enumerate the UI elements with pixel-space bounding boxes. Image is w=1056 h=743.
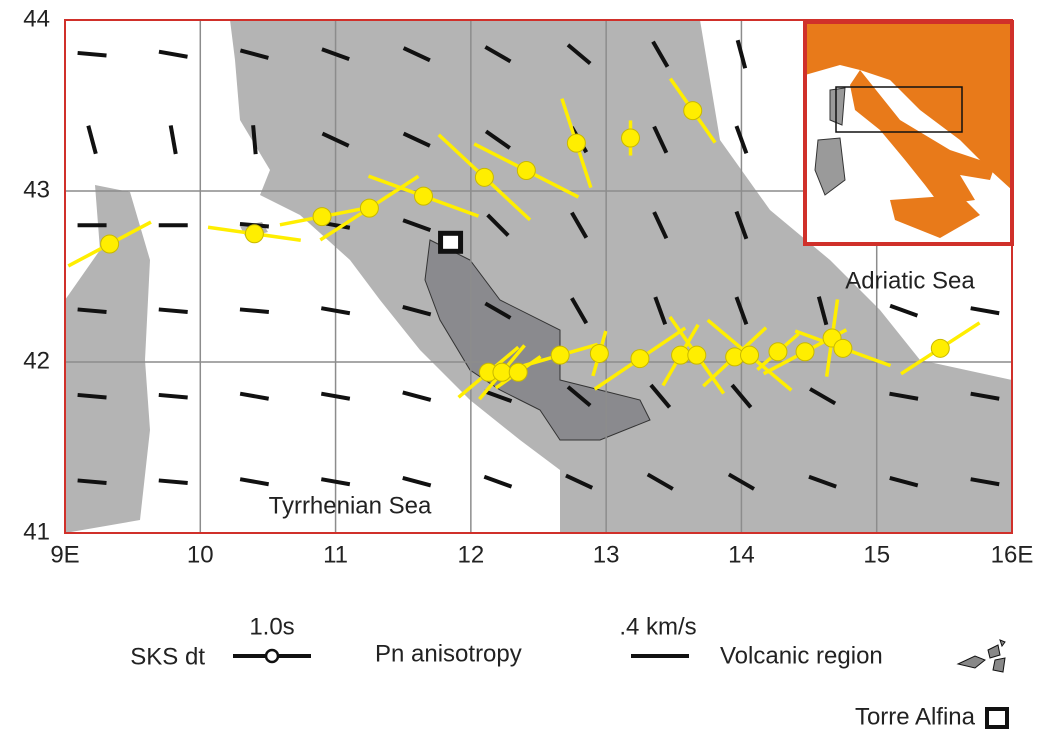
sks-station — [621, 129, 639, 147]
sks-station — [931, 339, 949, 357]
torre-alfina-marker — [441, 233, 461, 251]
x-tick-label: 11 — [323, 541, 348, 568]
sks-station — [415, 187, 433, 205]
sks-station — [834, 339, 852, 357]
sks-station — [590, 344, 608, 362]
sks-station — [475, 168, 493, 186]
y-tick-label: 44 — [23, 5, 50, 32]
y-tick-label: 42 — [23, 347, 50, 374]
pn-bar — [159, 309, 188, 312]
pn-bar — [78, 309, 107, 312]
pn-bar — [78, 395, 107, 398]
x-tick-label: 14 — [728, 541, 755, 568]
legend-scale-label: .4 km/s — [619, 613, 696, 640]
y-tick-label: 41 — [23, 518, 50, 545]
sks-station — [493, 363, 511, 381]
sea-label: Tyrrhenian Sea — [269, 492, 432, 519]
legend: SKS dt 1.0s Pn anisotropy .4 km/s Volcan… — [130, 613, 1007, 730]
pn-bar — [253, 125, 256, 154]
pn-bar — [78, 480, 107, 483]
legend-scale-label: 1.0s — [249, 613, 294, 640]
inset-corsica — [830, 88, 845, 125]
y-tick-label: 43 — [23, 176, 50, 203]
sks-station — [101, 235, 119, 253]
sea-label: Adriatic Sea — [845, 267, 975, 294]
pn-bar — [159, 480, 188, 483]
legend-sks-dot — [266, 650, 278, 662]
legend-label: SKS dt — [130, 643, 205, 670]
sks-station — [517, 161, 535, 179]
pn-bar — [78, 53, 107, 56]
sks-station — [684, 102, 702, 120]
sks-station — [688, 346, 706, 364]
legend-label: Torre Alfina — [855, 703, 976, 730]
sks-station — [313, 208, 331, 226]
legend-volcanic-icon — [958, 640, 1005, 672]
x-tick-label: 9E — [50, 541, 79, 568]
sks-station — [360, 199, 378, 217]
sks-station — [741, 346, 759, 364]
sks-station — [245, 225, 263, 243]
sks-station — [769, 343, 787, 361]
pn-bar — [240, 309, 269, 312]
sks-station — [796, 343, 814, 361]
x-tick-label: 10 — [187, 541, 214, 568]
sks-station — [631, 350, 649, 368]
figure: Adriatic Sea Tyrrhenian Sea 9E 10 11 12 13 14… — [0, 0, 1056, 738]
legend-label: Pn anisotropy — [375, 640, 522, 667]
legend-label: Volcanic region — [720, 642, 883, 669]
inset-map — [805, 22, 1012, 244]
x-tick-label: 15 — [863, 541, 890, 568]
x-tick-label: 12 — [458, 541, 485, 568]
sks-station — [509, 363, 527, 381]
legend-torre-icon — [987, 709, 1007, 727]
sks-station — [672, 346, 690, 364]
x-tick-label: 13 — [593, 541, 620, 568]
pn-bar — [159, 395, 188, 398]
sks-station — [551, 346, 569, 364]
sks-station — [567, 134, 585, 152]
x-tick-label: 16E — [991, 541, 1034, 568]
